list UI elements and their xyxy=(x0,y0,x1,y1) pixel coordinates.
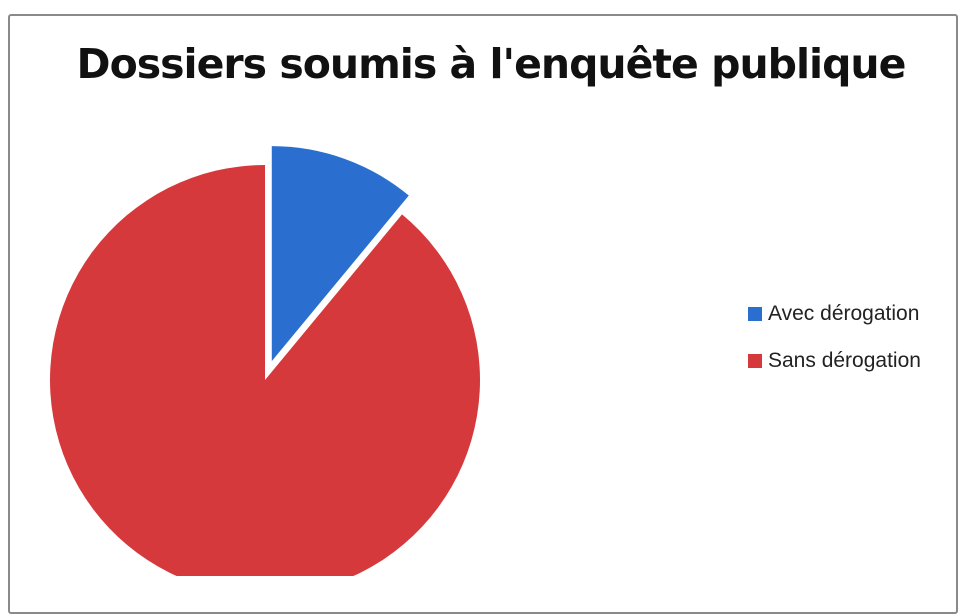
chart-title: Dossiers soumis à l'enquête publique xyxy=(76,40,907,88)
pie-chart xyxy=(50,146,480,576)
legend: Avec dérogation Sans dérogation xyxy=(748,302,921,396)
legend-item-sans: Sans dérogation xyxy=(748,349,921,373)
pie-slice-avec-derogation xyxy=(271,146,409,362)
pie-slice-sans-derogation xyxy=(50,165,480,576)
legend-label-sans: Sans dérogation xyxy=(768,349,921,372)
legend-label-avec: Avec dérogation xyxy=(768,302,920,325)
legend-item-avec: Avec dérogation xyxy=(748,302,921,326)
legend-swatch-avec xyxy=(748,307,762,321)
legend-swatch-sans xyxy=(748,354,762,368)
